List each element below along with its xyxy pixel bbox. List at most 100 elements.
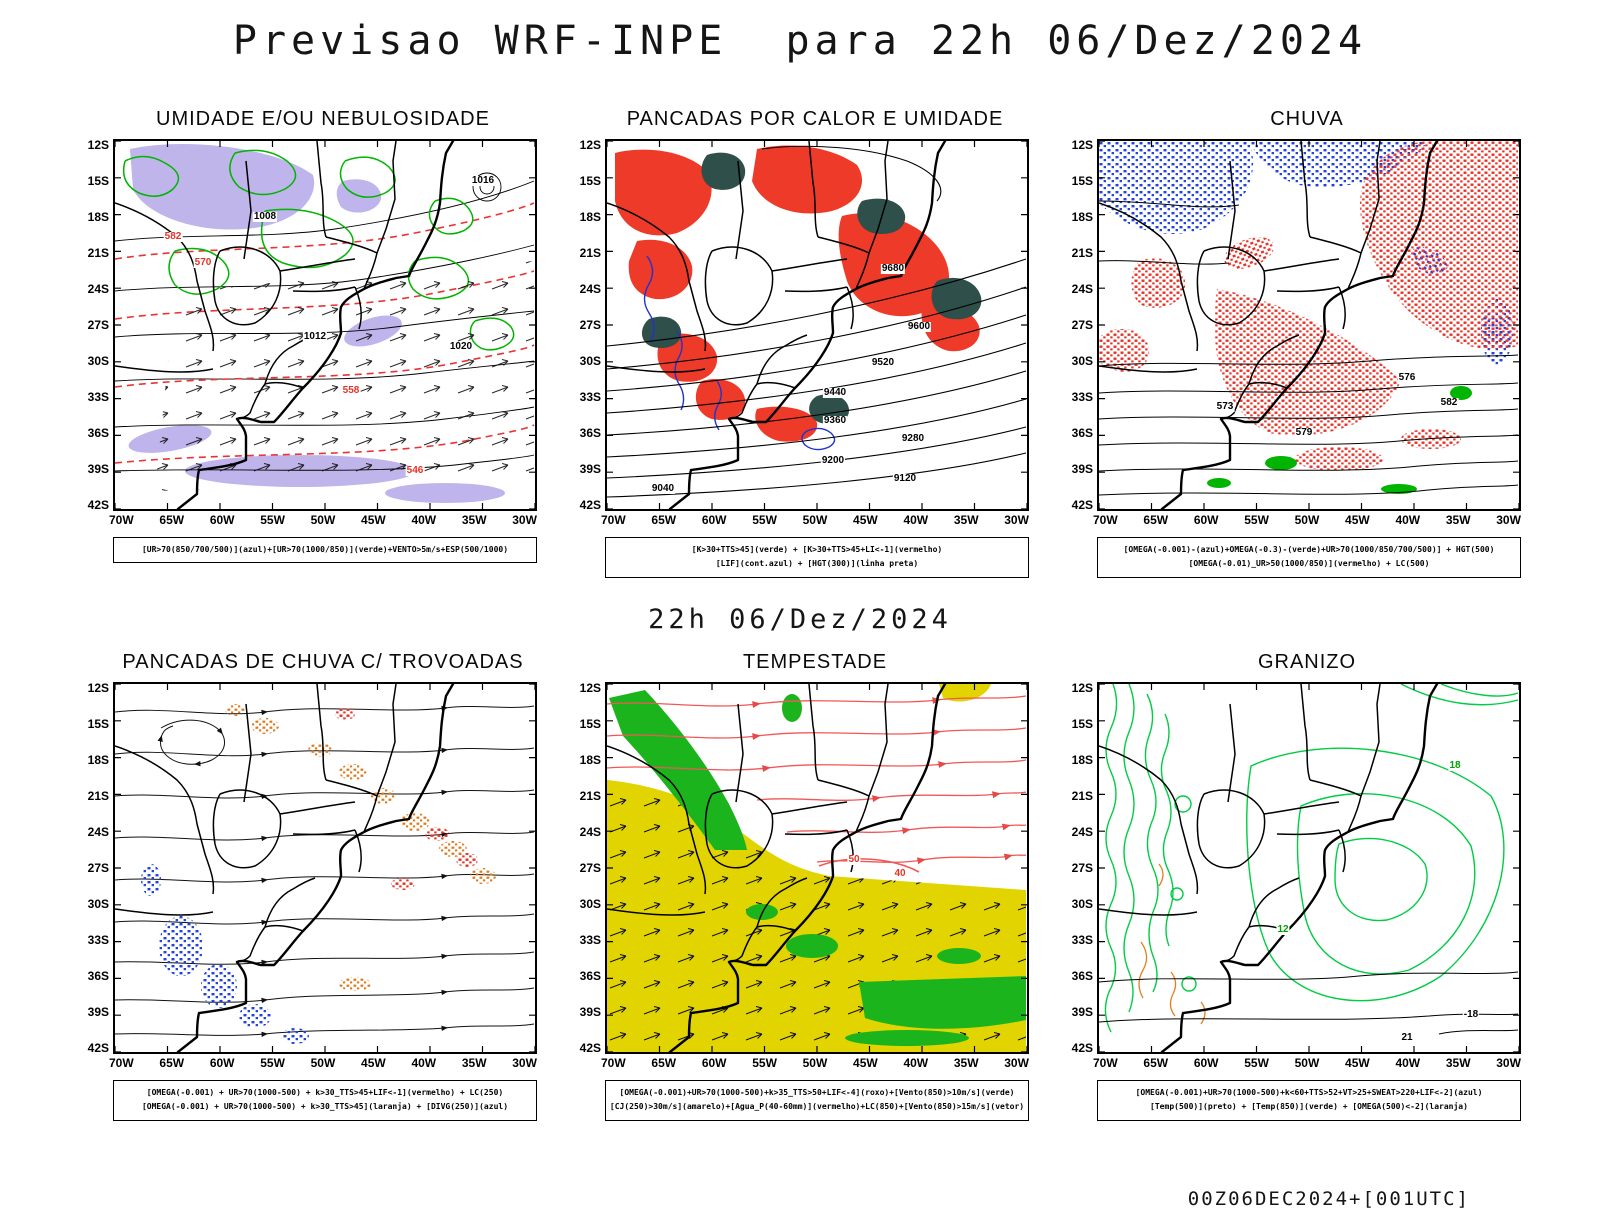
- tick-label: 65W: [159, 1055, 185, 1070]
- tick-label: 18S: [1071, 210, 1093, 224]
- tick-label: 30S: [579, 896, 601, 911]
- tick-label: 15S: [579, 174, 601, 188]
- lat-axis: 12S 15S 18S 21S 24S 27S 30S 33S 36S 39S 42S: [571, 139, 605, 511]
- tick-label: 39S: [87, 462, 109, 476]
- tick-label: 42S: [579, 1040, 601, 1055]
- tick-label: 30W: [1004, 513, 1029, 527]
- tick-label: 55W: [752, 1055, 777, 1070]
- panel-chuva: CHUVA 12S 15S 18S 21S 24S 27S 30S 33S 36S 39S 42S: [1063, 108, 1521, 578]
- tick-label: 65W: [1143, 513, 1169, 527]
- tick-label: 60W: [1193, 513, 1219, 527]
- caption-line: [OMEGA(-0.001)+UR>70(1000-500)+k>35_TTS>…: [619, 1087, 1015, 1097]
- tick-label: 15S: [1071, 716, 1093, 731]
- tick-label: 40W: [411, 513, 437, 527]
- lat-axis: 12S 15S 18S 21S 24S 27S 30S 33S 36S 39S 42S: [79, 139, 113, 511]
- tick-label: 65W: [651, 513, 677, 527]
- tick-label: 40W: [903, 1055, 929, 1070]
- tick-label: 15S: [579, 716, 601, 731]
- tick-label: 50W: [802, 1055, 828, 1070]
- lon-axis: 70W 65W 60W 55W 50W 45W 40W 35W 30W: [1093, 1057, 1521, 1069]
- map-canvas-granizo: [1099, 683, 1519, 1052]
- lon-axis: 70W 65W 60W 55W 50W 45W 40W 35W 30W: [601, 1057, 1029, 1069]
- tick-label: 70W: [109, 1055, 134, 1070]
- contour-label: 576: [1397, 372, 1417, 383]
- tick-label: 12S: [87, 138, 109, 152]
- tick-label: 35W: [461, 513, 487, 527]
- caption-line: [CJ(250)>30m/s](amarelo)+[Agua_P(40-60mm…: [609, 1102, 1025, 1112]
- tick-label: 45W: [1345, 513, 1370, 527]
- map-canvas-pancadas-calor: [607, 141, 1027, 509]
- temp500-contours-black: [1099, 971, 1519, 1035]
- tick-label: 12S: [87, 680, 109, 695]
- tick-label: 40W: [411, 1055, 437, 1070]
- map-canvas-umidade: [115, 141, 535, 509]
- tick-label: 27S: [87, 318, 109, 332]
- panel-granizo: GRANIZO 12S 15S 18S 21S 24S 27S 30S 33S 36S 39S 42…: [1063, 651, 1521, 1121]
- tick-label: 18S: [87, 752, 109, 767]
- contour-label: 9680: [880, 263, 906, 274]
- tick-label: 55W: [1244, 513, 1269, 527]
- caption-line: [OMEGA(-0.001) + UR>70(1000-500) + k>30_…: [141, 1102, 509, 1112]
- tick-label: 21S: [579, 246, 601, 260]
- tick-label: 36S: [1071, 426, 1093, 440]
- tick-label: 30S: [87, 354, 109, 368]
- contour-label: 573: [1215, 401, 1235, 412]
- caption-box: [OMEGA(-0.001)-(azul)+OMEGA(-0.3)-(verde…: [1097, 537, 1521, 578]
- contour-label: 9280: [900, 433, 926, 444]
- jet-area-yellow-small: [939, 683, 991, 702]
- map-canvas-tempestade: [607, 683, 1027, 1052]
- tick-label: 33S: [87, 932, 109, 947]
- rain-speckle-red: [1099, 141, 1518, 471]
- tick-label: 60W: [701, 1055, 727, 1070]
- contour-label: 1008: [252, 211, 278, 222]
- tick-label: 21S: [87, 246, 109, 260]
- caption-box: [OMEGA(-0.001)+UR>70(1000-500)+k>35_TTS>…: [605, 1079, 1029, 1121]
- tick-label: 39S: [87, 1004, 109, 1019]
- contour-label: 1020: [448, 341, 474, 352]
- lat-axis: 12S 15S 18S 21S 24S 27S 30S 33S 36S 39S 42S: [1063, 682, 1097, 1054]
- tick-label: 33S: [87, 390, 109, 404]
- panel-title: PANCADAS POR CALOR E UMIDADE: [626, 108, 1004, 130]
- tick-label: 35W: [1445, 1055, 1471, 1070]
- panel-trovoadas: PANCADAS DE CHUVA C/ TROVOADAS 12S 15S 18S…: [79, 651, 537, 1121]
- tick-label: 36S: [87, 968, 109, 983]
- tick-label: 12S: [579, 138, 601, 152]
- tick-label: 39S: [1071, 1004, 1093, 1019]
- tick-label: 21S: [1071, 246, 1093, 260]
- lat-axis: 12S 15S 18S 21S 24S 27S 30S 33S 36S 39S 42S: [79, 682, 113, 1054]
- caption-line: [Temp(500)](preto) + [Temp(850)](verde) …: [1150, 1102, 1468, 1112]
- tick-label: 65W: [159, 513, 185, 527]
- tick-label: 33S: [1071, 390, 1093, 404]
- contour-label: 582: [163, 231, 183, 242]
- tick-label: 35W: [461, 1055, 487, 1070]
- contour-label: 1016: [470, 175, 496, 186]
- tick-label: 55W: [1244, 1055, 1269, 1070]
- lon-axis: 70W 65W 60W 55W 50W 45W 40W 35W 30W: [109, 514, 537, 526]
- panel-row-bottom: PANCADAS DE CHUVA C/ TROVOADAS 12S 15S 18S…: [0, 651, 1600, 1121]
- contour-label: 9200: [820, 455, 846, 466]
- panel-pancadas-calor: PANCADAS POR CALOR E UMIDADE 12S 15S 18S 21…: [571, 108, 1029, 578]
- tick-label: 24S: [87, 282, 109, 296]
- contour-label: 9520: [870, 357, 896, 368]
- wind-arrow-field: [155, 261, 534, 491]
- hgt500-contours-black: [1099, 200, 1519, 496]
- panel-title: UMIDADE E/OU NEBULOSIDADE: [156, 108, 490, 130]
- convection-patches-red: [615, 145, 980, 442]
- tick-label: 42S: [87, 1040, 109, 1055]
- map-granizo: 18 12 -18 21: [1097, 681, 1521, 1054]
- tick-label: 21S: [87, 788, 109, 803]
- lon-axis: 70W 65W 60W 55W 50W 45W 40W 35W 30W: [601, 514, 1029, 526]
- speckle-blue: [141, 863, 309, 1044]
- tick-label: 24S: [579, 282, 601, 296]
- lif-contours-blue: [643, 255, 836, 451]
- tick-label: 35W: [953, 513, 979, 527]
- contour-label: 546: [405, 465, 425, 476]
- contour-label: 18: [1448, 759, 1462, 771]
- tick-label: 40W: [1395, 513, 1421, 527]
- mid-date: 22h 06/Dez/2024: [648, 603, 952, 635]
- tick-label: 39S: [1071, 462, 1093, 476]
- caption-box: [K>30+TTS>45](verde) + [K>30+TTS>45+LI<-…: [605, 537, 1029, 578]
- contour-label: -18: [1462, 1008, 1480, 1020]
- map-canvas-trovoadas: [115, 683, 535, 1052]
- contour-label: 40: [893, 867, 907, 879]
